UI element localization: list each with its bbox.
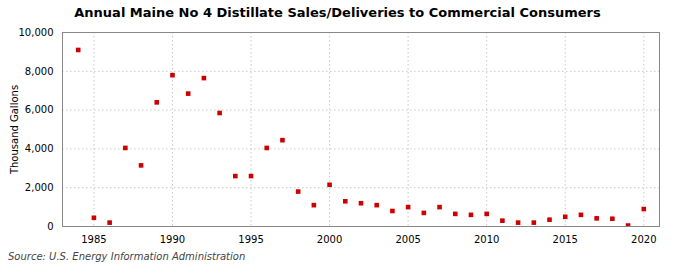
html-text:Source: U.S. Energy Informatio: Source: U.S. Energy Information Administ…	[8, 251, 246, 262]
svg-text:10,000: 10,000	[19, 27, 54, 38]
svg-text:1985: 1985	[81, 234, 106, 245]
svg-text:2000: 2000	[317, 234, 342, 245]
svg-text:2015: 2015	[553, 234, 578, 245]
html-text:Annual Maine No 4 Distillate S: Annual Maine No 4 Distillate Sales/Deliv…	[74, 5, 601, 20]
svg-text:1995: 1995	[238, 234, 263, 245]
svg-text:0: 0	[47, 221, 53, 232]
svg-text:2,000: 2,000	[25, 182, 54, 193]
svg-text:Thousand Gallons: Thousand Gallons	[9, 85, 20, 175]
svg-text:1990: 1990	[160, 234, 185, 245]
svg-text:6,000: 6,000	[25, 104, 54, 115]
svg-text:2005: 2005	[395, 234, 420, 245]
svg-text:8,000: 8,000	[25, 66, 54, 77]
svg-text:2010: 2010	[474, 234, 499, 245]
svg-text:2020: 2020	[631, 234, 656, 245]
svg-text:4,000: 4,000	[25, 143, 54, 154]
